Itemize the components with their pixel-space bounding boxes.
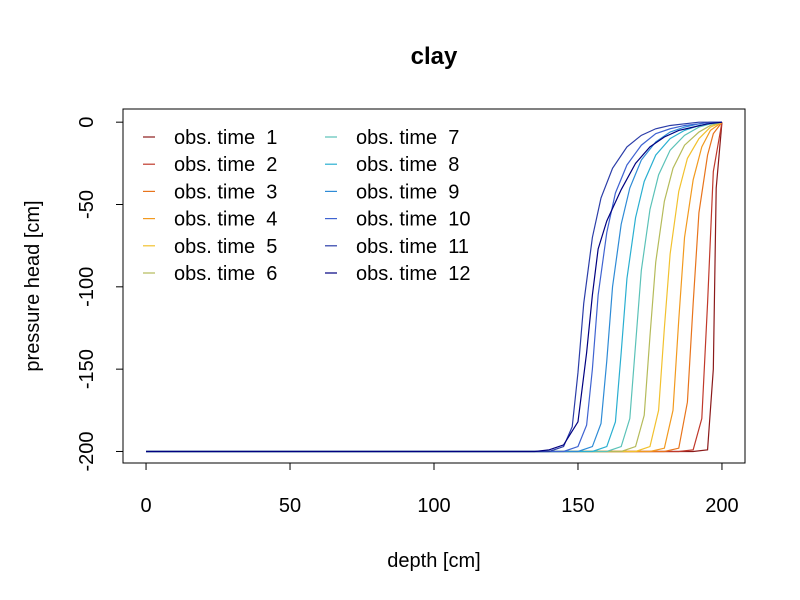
x-axis: 0 50 100 150 200 — [140, 462, 739, 517]
legend-label: obs. time 9 — [356, 181, 459, 203]
x-tick-label: 150 — [561, 495, 594, 517]
legend-label: obs. time 3 — [174, 181, 277, 203]
legend-label: obs. time 4 — [174, 209, 277, 231]
legend-label: obs. time 11 — [356, 236, 469, 258]
series-line-6 — [146, 121, 723, 453]
x-tick-label: 0 — [140, 495, 151, 517]
series-line-12 — [146, 121, 723, 453]
x-tick-label: 100 — [417, 495, 450, 517]
x-axis-label: depth [cm] — [387, 550, 480, 572]
series-line-11 — [146, 121, 722, 453]
legend-label: obs. time 8 — [356, 154, 459, 176]
legend-label: obs. time 6 — [174, 263, 277, 285]
y-axis-label: pressure head [cm] — [22, 200, 44, 371]
legend-label: obs. time 5 — [174, 236, 277, 258]
legend-label: obs. time 12 — [356, 263, 471, 285]
x-tick-label: 200 — [705, 495, 738, 517]
y-tick-label: -150 — [76, 349, 98, 389]
series-line-2 — [146, 122, 723, 453]
chart-title: clay — [411, 43, 458, 70]
x-tick-label: 50 — [279, 495, 301, 517]
y-tick-label: 0 — [76, 117, 98, 128]
legend-label: obs. time 10 — [356, 209, 471, 231]
y-axis: 0 -50 -100 -150 -200 — [76, 117, 124, 471]
series-line-10 — [146, 121, 722, 453]
y-tick-label: -200 — [76, 431, 98, 471]
series-line-7 — [146, 121, 723, 453]
series-line-5 — [146, 121, 723, 453]
legend-label: obs. time 2 — [174, 154, 277, 176]
series-line-4 — [146, 121, 723, 453]
y-tick-label: -50 — [76, 190, 98, 219]
series-line-3 — [146, 121, 723, 453]
series-layer — [146, 121, 723, 453]
y-tick-label: -100 — [76, 267, 98, 307]
legend: obs. time 1 obs. time 2 obs. time 3 obs. ti… — [143, 127, 471, 285]
legend-label: obs. time 7 — [356, 127, 459, 149]
legend-label: obs. time 1 — [174, 127, 277, 149]
